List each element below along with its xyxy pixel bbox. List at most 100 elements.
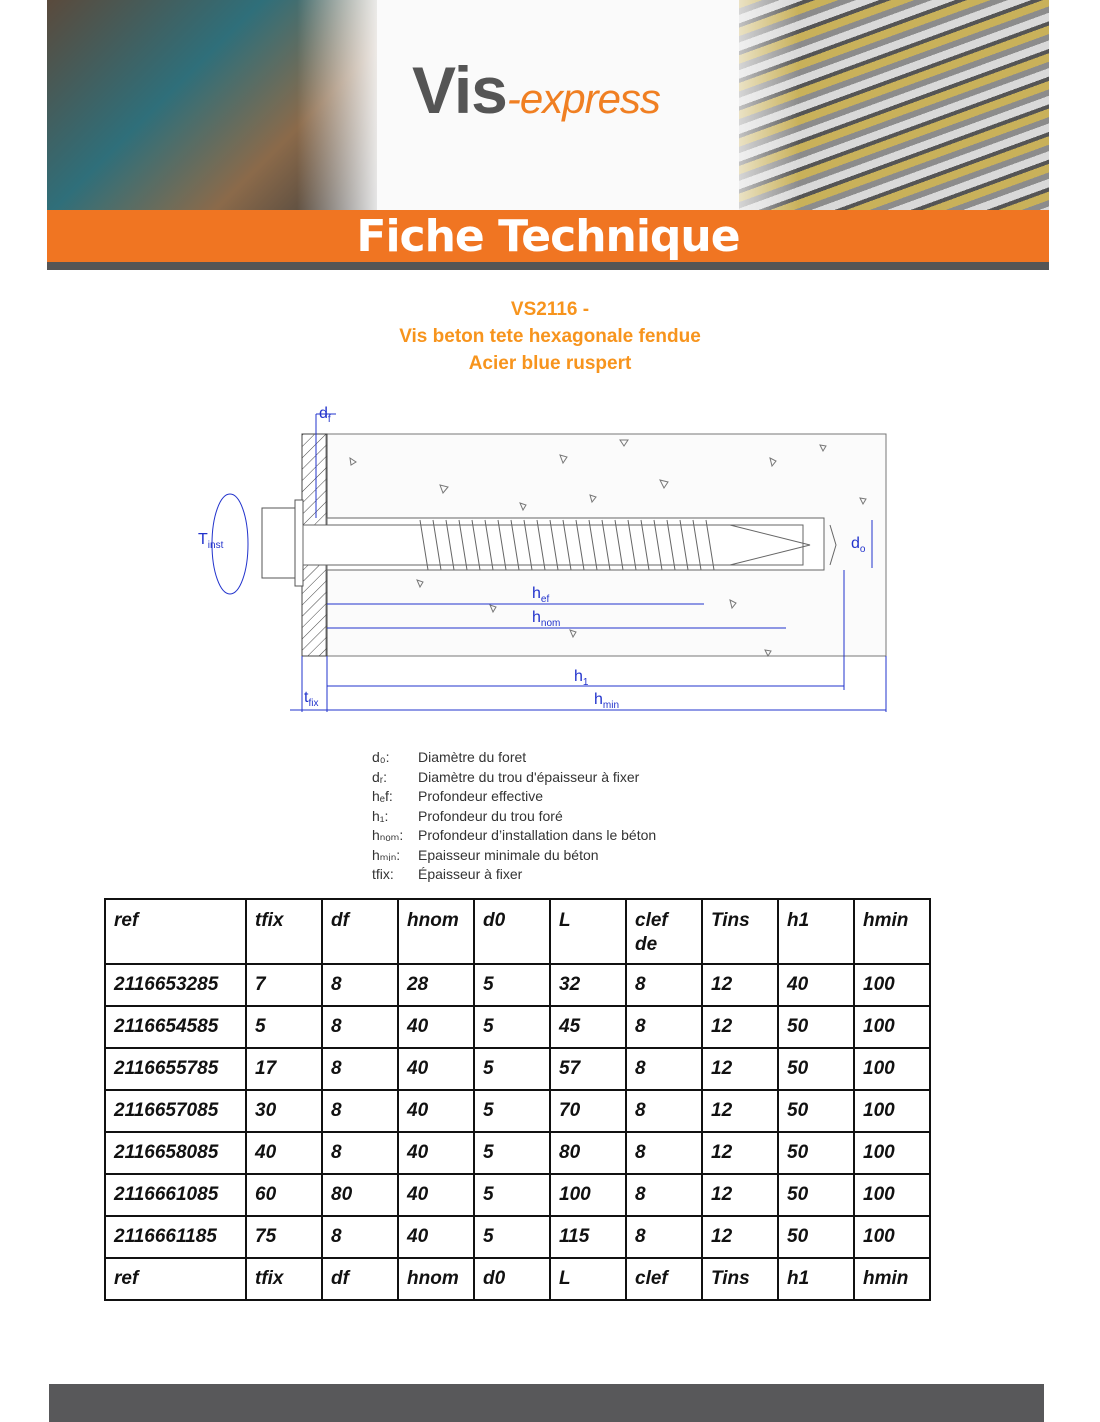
legend-item: hₘᵢₙ: Epaisseur minimale du béton	[372, 846, 599, 863]
table-row: 2116658085 40 8 40 5 80 8 12 50 100	[104, 1131, 931, 1175]
table-cell: Tins	[701, 1257, 779, 1301]
logo: Vis-express	[412, 53, 661, 127]
table-cell: 5	[473, 963, 551, 1007]
table-cell: 8	[321, 1047, 399, 1091]
table-cell: 7	[245, 963, 323, 1007]
table-cell: 2116661185	[104, 1215, 247, 1259]
table-cell: 8	[625, 1215, 703, 1259]
table-cell: 100	[853, 1173, 931, 1217]
table-cell: 100	[853, 1005, 931, 1049]
table-cell: 8	[625, 1047, 703, 1091]
screw-shank	[302, 524, 804, 566]
table-cell: 100	[853, 1131, 931, 1175]
legend-item: hₙₒₘ: Profondeur d’installation dans le b…	[372, 827, 657, 843]
table-cell: 2116658085	[104, 1131, 247, 1175]
diagram-legend: d₀: Diamètre du foret dᵣ: Diamètre du trou…	[372, 749, 656, 886]
table-cell: 12	[701, 1089, 779, 1133]
table-cell: 100	[853, 963, 931, 1007]
table-cell: hmin	[853, 1257, 931, 1301]
table-cell: 40	[397, 1005, 475, 1049]
table-cell: 8	[321, 1215, 399, 1259]
table-cell: 40	[397, 1131, 475, 1175]
table-cell: hnom	[397, 1257, 475, 1301]
table-cell: 17	[245, 1047, 323, 1091]
table-cell: 5	[473, 1173, 551, 1217]
table-cell: 8	[625, 1005, 703, 1049]
table-cell: 80	[549, 1131, 627, 1175]
table-cell: 40	[397, 1047, 475, 1091]
table-cell: 2116653285	[104, 963, 247, 1007]
product-name: Vis beton tete hexagonale fendue	[399, 326, 701, 347]
table-cell: 60	[245, 1173, 323, 1217]
table-cell: 5	[245, 1005, 323, 1049]
do-label: do	[851, 535, 866, 555]
table-cell: 50	[777, 1005, 855, 1049]
table-cell: 75	[245, 1215, 323, 1259]
footer-bar	[49, 1384, 1044, 1422]
h1-label: h1	[574, 668, 589, 688]
divider	[47, 262, 1049, 270]
table-cell: 32	[549, 963, 627, 1007]
table-cell: 57	[549, 1047, 627, 1091]
table-row: 2116657085 30 8 40 5 70 8 12 50 100	[104, 1089, 931, 1133]
table-cell: 50	[777, 1047, 855, 1091]
table-row: 2116661185 75 8 40 5 115 8 12 50 100	[104, 1215, 931, 1259]
table-cell: 8	[321, 1131, 399, 1175]
table-cell: 40	[777, 963, 855, 1007]
table-cell: 12	[701, 1131, 779, 1175]
table-cell: Tins	[701, 898, 779, 965]
table-cell: tfix	[245, 1257, 323, 1301]
table-cell: L	[549, 1257, 627, 1301]
table-cell: ref	[104, 898, 247, 965]
table-cell: 8	[321, 1005, 399, 1049]
screw-head	[261, 507, 299, 579]
tinst-label: Tinst	[198, 531, 224, 551]
table-row: 2116653285 7 8 28 5 32 8 12 40 100	[104, 963, 931, 1007]
table-cell: 50	[777, 1173, 855, 1217]
table-cell: 8	[625, 1173, 703, 1217]
table-cell: L	[549, 898, 627, 965]
table-cell: 12	[701, 1173, 779, 1217]
hnom-label: hnom	[532, 609, 560, 629]
table-cell: 5	[473, 1089, 551, 1133]
table-cell: 2116655785	[104, 1047, 247, 1091]
tfix-label: tfix	[304, 689, 318, 709]
table-cell: tfix	[245, 898, 323, 965]
table-cell: 8	[625, 1131, 703, 1175]
table-cell: clef de	[625, 898, 703, 965]
legend-item: dᵣ: Diamètre du trou d'épaisseur à fixer	[372, 768, 640, 785]
table-cell: 12	[701, 1215, 779, 1259]
table-cell: 50	[777, 1089, 855, 1133]
table-cell: 12	[701, 1047, 779, 1091]
table-cell: 5	[473, 1005, 551, 1049]
table-cell: 5	[473, 1215, 551, 1259]
table-row: 2116654585 5 8 40 5 45 8 12 50 100	[104, 1005, 931, 1049]
table-cell: df	[321, 1257, 399, 1301]
table-cell: 8	[321, 1089, 399, 1133]
table-cell: 100	[549, 1173, 627, 1217]
table-cell: clef	[625, 1257, 703, 1301]
table-cell: 12	[701, 1005, 779, 1049]
hmin-label: hmin	[594, 691, 619, 711]
legend-item: h₁: Profondeur du trou foré	[372, 807, 563, 824]
band-title: Fiche Technique	[47, 210, 1049, 262]
table-cell: ref	[104, 1257, 247, 1301]
header-banner: Vis-express	[47, 0, 1049, 210]
legend-item: d₀: Diamètre du foret	[372, 749, 527, 765]
legend-item: hₑf: Profondeur effective	[372, 788, 544, 804]
table-cell: hnom	[397, 898, 475, 965]
table-cell: 80	[321, 1173, 399, 1217]
table-cell: hmin	[853, 898, 931, 965]
table-cell: d0	[473, 1257, 551, 1301]
table-cell: 40	[397, 1215, 475, 1259]
table-cell: 100	[853, 1215, 931, 1259]
product-code: VS2116 -	[510, 299, 590, 320]
table-cell: 12	[701, 963, 779, 1007]
table-cell: 5	[473, 1131, 551, 1175]
legend-item: tfix: Épaisseur à fixer	[372, 866, 523, 882]
table-cell: h1	[777, 1257, 855, 1301]
